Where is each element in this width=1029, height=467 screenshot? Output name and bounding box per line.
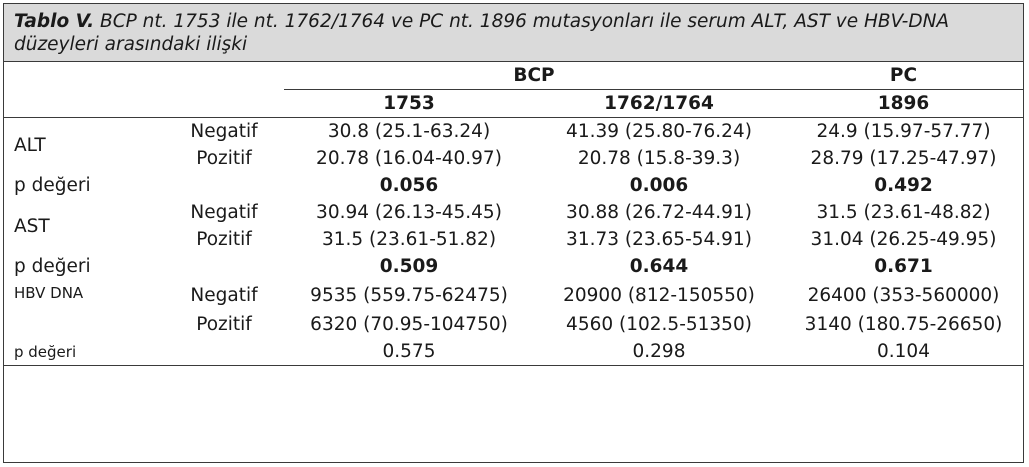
- caption-label: Tablo V.: [14, 11, 95, 32]
- row-label-ast: AST: [14, 215, 50, 237]
- table-row: HBV DNA Negatif 9535 (559.75-62475) 2090…: [4, 280, 1023, 311]
- table-row: Pozitif 6320 (70.95-104750) 4560 (102.5-…: [4, 311, 1023, 338]
- table-cell: 6320 (70.95-104750): [310, 314, 508, 335]
- row-label-p: p değeri: [4, 338, 164, 366]
- table-row: p değeri 0.575 0.298 0.104: [4, 338, 1023, 366]
- table-row: Pozitif 20.78 (16.04-40.97) 20.78 (15.8-…: [4, 145, 1023, 172]
- table-cell: 0.671: [874, 256, 933, 277]
- table-cell: 41.39 (25.80-76.24): [566, 121, 752, 142]
- row-sublabel: Pozitif: [196, 229, 252, 250]
- table-cell: 9535 (559.75-62475): [310, 285, 508, 306]
- table-frame: Tablo V. BCP nt. 1753 ile nt. 1762/1764 …: [3, 3, 1024, 463]
- header-group-bcp: BCP: [284, 62, 784, 90]
- table-cell: 31.5 (23.61-48.82): [816, 202, 991, 223]
- table-cell: 20.78 (16.04-40.97): [316, 148, 502, 169]
- table-cell: 3140 (180.75-26650): [804, 314, 1003, 335]
- table-row: ALT Negatif 30.8 (25.1-63.24) 41.39 (25.…: [4, 118, 1023, 156]
- table-caption: Tablo V. BCP nt. 1753 ile nt. 1762/1764 …: [4, 4, 1023, 62]
- table-cell: 0.644: [629, 256, 689, 277]
- table-row: Pozitif 31.5 (23.61-51.82) 31.73 (23.65-…: [4, 226, 1023, 253]
- table-cell: 0.056: [379, 175, 439, 196]
- table-cell: 4560 (102.5-51350): [566, 314, 752, 335]
- header-group-row: BCP PC: [4, 62, 1023, 90]
- table-cell: 30.88 (26.72-44.91): [566, 202, 752, 223]
- row-label-hbv: HBV DNA: [14, 284, 84, 302]
- results-table: BCP PC 1753 1762/1764 1896 ALT Negatif 3…: [4, 62, 1023, 366]
- header-group-pc: PC: [784, 62, 1023, 90]
- table-cell: 30.94 (26.13-45.45): [316, 202, 502, 223]
- table-cell: 31.04 (26.25-49.95): [810, 229, 997, 250]
- table-cell: 0.298: [534, 338, 784, 366]
- header-col-1896: 1896: [784, 89, 1023, 118]
- table-row: p değeri 0.509 0.644 0.671: [4, 253, 1023, 280]
- table-row: p değeri 0.056 0.006 0.492: [4, 172, 1023, 199]
- row-label-p: p değeri: [14, 175, 91, 196]
- row-sublabel: Pozitif: [196, 148, 252, 169]
- row-sublabel: Pozitif: [196, 314, 252, 335]
- row-sublabel: Negatif: [190, 121, 258, 142]
- row-label-alt: ALT: [14, 134, 46, 156]
- row-sublabel: Negatif: [190, 285, 258, 306]
- table-cell: 20.78 (15.8-39.3): [577, 148, 741, 169]
- caption-text: BCP nt. 1753 ile nt. 1762/1764 ve PC nt.…: [14, 11, 950, 55]
- header-col-1762: 1762/1764: [534, 89, 784, 118]
- table-cell: 0.492: [874, 175, 933, 196]
- table-cell: 31.73 (23.65-54.91): [566, 229, 752, 250]
- table-cell: 28.79 (17.25-47.97): [810, 148, 997, 169]
- header-col-row: 1753 1762/1764 1896: [4, 89, 1023, 118]
- table-row: AST Negatif 30.94 (26.13-45.45) 30.88 (2…: [4, 199, 1023, 237]
- row-label-p: p değeri: [14, 256, 91, 277]
- table-cell: 0.509: [379, 256, 439, 277]
- table-cell: 0.575: [284, 338, 534, 366]
- table-cell: 0.006: [629, 175, 689, 196]
- table-cell: 20900 (812-150550): [563, 285, 755, 306]
- row-sublabel: Negatif: [190, 202, 258, 223]
- table-cell: 24.9 (15.97-57.77): [816, 121, 991, 142]
- table-cell: 26400 (353-560000): [807, 285, 1000, 306]
- table-cell: 30.8 (25.1-63.24): [327, 121, 491, 142]
- table-cell: 31.5 (23.61-51.82): [321, 229, 497, 250]
- table-cell: 0.104: [784, 338, 1023, 366]
- header-col-1753: 1753: [284, 89, 534, 118]
